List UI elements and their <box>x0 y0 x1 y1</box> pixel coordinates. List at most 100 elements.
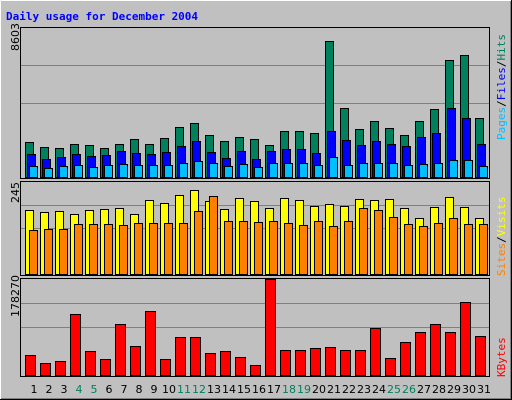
day-label-29: 29 <box>447 383 461 396</box>
panel-1-legend: Pages/Files/Hits <box>495 34 508 140</box>
day-label-12: 12 <box>192 383 206 396</box>
panel-1-pages-bar-13 <box>209 163 218 178</box>
panel-2-max-label: 245 <box>9 182 22 203</box>
chart-title: Daily usage for December 2004 <box>6 10 198 23</box>
panel-2-sites-bar-23 <box>359 208 368 275</box>
panel-1-pages-bar-5 <box>89 167 98 178</box>
legend-sites: Sites <box>495 243 508 276</box>
panel-3-kbytes-bar-6 <box>100 359 111 376</box>
panel-2-sites-bar-4 <box>74 224 83 275</box>
day-label-24: 24 <box>372 383 386 396</box>
day-label-7: 7 <box>121 383 128 396</box>
panel-1-pages-bar-8 <box>134 165 143 178</box>
panel-3-kbytes-bar-29 <box>445 332 456 376</box>
panel-1-pages-bar-30 <box>464 160 473 178</box>
panel-1-pages-bar-31 <box>479 166 488 178</box>
day-label-3: 3 <box>61 383 68 396</box>
x-axis-day-labels: 1 2 3 4 5 6 7 8 9 10 11 12 13 14 15 16 17 18 19 20 21 22 23 24 2… <box>31 383 492 396</box>
legend-pages: Pages <box>495 107 508 140</box>
panel-3-kbytes-bar-10 <box>160 359 171 376</box>
day-label-23: 23 <box>357 383 371 396</box>
day-label-1: 1 <box>31 383 38 396</box>
panel-1-pages-bar-16 <box>254 167 263 178</box>
panel-3-kbytes-bar-11 <box>175 337 186 376</box>
panel-2-sites-bar-24 <box>374 210 383 275</box>
panel-3-kbytes-bar-23 <box>355 350 366 376</box>
panel-2-sites-bar-10 <box>164 223 173 275</box>
panel-1-pages-bar-15 <box>239 164 248 178</box>
panel-1-pages-bar-3 <box>59 166 68 178</box>
day-label-15: 15 <box>237 383 251 396</box>
panel-3-kbytes-bar-17 <box>265 279 276 376</box>
panel-2-bars <box>25 190 488 275</box>
day-label-25: 25 <box>387 383 401 396</box>
panel-1-pages-bar-2 <box>44 168 53 178</box>
day-label-13: 13 <box>207 383 221 396</box>
panel-3-kbytes-bar-8 <box>130 346 141 376</box>
panel-1-pages-bar-28 <box>434 163 443 178</box>
panel-3-kbytes-bar-22 <box>340 350 351 376</box>
panel-2-sites-bar-19 <box>299 225 308 275</box>
panel-2-sites-bar-13 <box>209 196 218 275</box>
panel-visits-sites: 245 Sites/Visits <box>9 181 508 276</box>
panel-3-kbytes-bar-25 <box>385 358 396 376</box>
panel-2-sites-bar-30 <box>464 224 473 275</box>
panel-3-kbytes-bar-2 <box>40 363 51 376</box>
panel-3-kbytes-bar-9 <box>145 311 156 376</box>
panel-2-sites-bar-9 <box>149 223 158 275</box>
panel-3-gridlines <box>21 303 489 328</box>
day-label-19: 19 <box>297 383 311 396</box>
panel-1-pages-bar-20 <box>314 165 323 178</box>
panel-2-sites-bar-16 <box>254 222 263 275</box>
day-label-16: 16 <box>252 383 266 396</box>
panel-2-sites-bar-3 <box>59 229 68 275</box>
panel-2-sites-bar-6 <box>104 224 113 275</box>
panel-2-sites-bar-26 <box>404 224 413 275</box>
panel-3-kbytes-bar-26 <box>400 342 411 376</box>
day-label-2: 2 <box>46 383 53 396</box>
panel-3-kbytes-bar-19 <box>295 350 306 376</box>
panel-3-kbytes-bar-28 <box>430 324 441 376</box>
panel-2-sites-bar-25 <box>389 217 398 275</box>
panel-2-sites-bar-2 <box>44 229 53 275</box>
panel-3-kbytes-bar-7 <box>115 324 126 376</box>
panel-3-kbytes-bar-16 <box>250 365 261 376</box>
panel-2-sites-bar-31 <box>479 224 488 275</box>
panel-1-pages-bar-19 <box>299 163 308 178</box>
panel-3-kbytes-bar-14 <box>220 351 231 376</box>
panel-3-legend: KBytes <box>495 337 508 377</box>
panel-3-kbytes-bar-20 <box>310 348 321 376</box>
panel-2-sites-bar-12 <box>194 211 203 275</box>
day-label-6: 6 <box>106 383 113 396</box>
panel-1-pages-bar-12 <box>194 161 203 178</box>
panel-3-kbytes-bar-3 <box>55 361 66 376</box>
panel-2-sites-bar-5 <box>89 224 98 275</box>
panel-3-kbytes-bar-31 <box>475 336 486 376</box>
panel-3-kbytes-bar-4 <box>70 314 81 376</box>
panel-2-sites-bar-1 <box>29 230 38 275</box>
panel-3-bars <box>25 279 486 376</box>
panel-3-kbytes-bar-18 <box>280 350 291 376</box>
day-label-30: 30 <box>462 383 476 396</box>
panel-1-pages-bar-9 <box>149 165 158 178</box>
panel-2-sites-bar-11 <box>179 223 188 275</box>
legend-visits: Visits <box>495 197 508 237</box>
panel-3-kbytes-bar-27 <box>415 332 426 376</box>
panel-2-sites-bar-27 <box>419 226 428 275</box>
panel-2-sites-bar-7 <box>119 225 128 275</box>
day-label-22: 22 <box>342 383 356 396</box>
day-label-21: 21 <box>327 383 341 396</box>
panel-1-pages-bar-27 <box>419 164 428 178</box>
day-label-9: 9 <box>151 383 158 396</box>
panel-1-pages-bar-6 <box>104 165 113 178</box>
panel-2-sites-bar-28 <box>434 223 443 275</box>
panel-3-kbytes-bar-30 <box>460 302 471 376</box>
legend-kbytes: KBytes <box>495 337 508 377</box>
panel-3-kbytes-bar-1 <box>25 355 36 376</box>
day-label-11: 11 <box>177 383 191 396</box>
panel-3-kbytes-bar-24 <box>370 328 381 376</box>
day-label-26: 26 <box>402 383 416 396</box>
panel-2-sites-bar-22 <box>344 221 353 275</box>
legend-slash-3: / <box>495 236 508 243</box>
